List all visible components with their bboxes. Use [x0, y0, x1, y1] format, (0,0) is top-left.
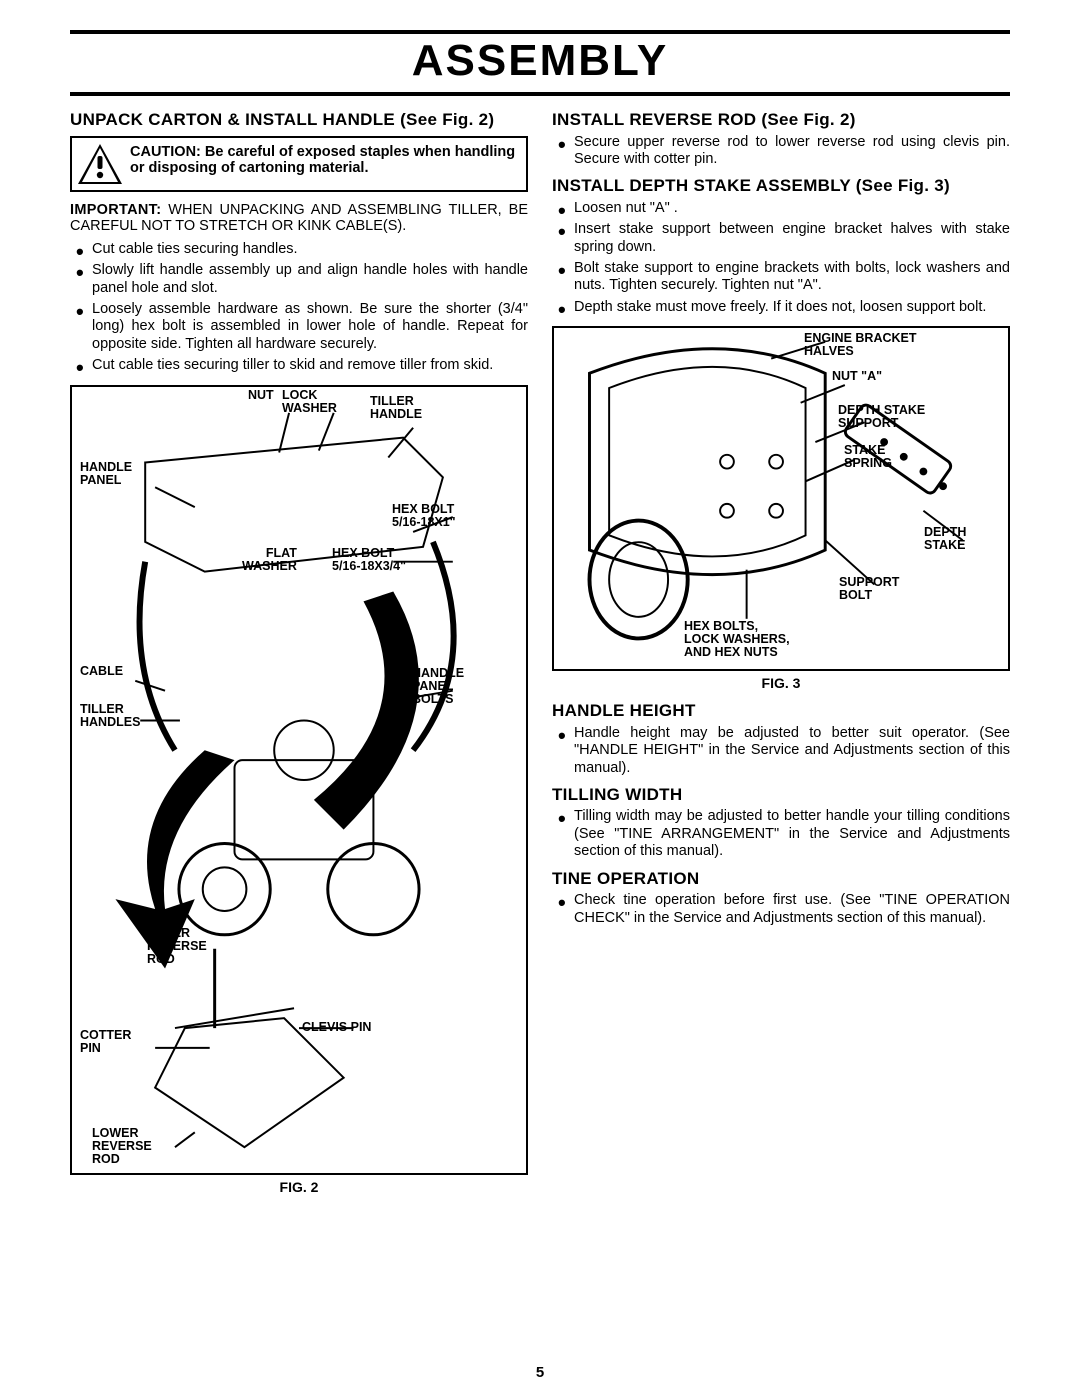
heading-handle-height: HANDLE HEIGHT: [552, 701, 1010, 721]
fig3-label: SUPPORT BOLT: [839, 576, 899, 602]
fig2-label: HEX BOLT 5/16-18X3/4": [332, 547, 406, 573]
heading-depth-stake: INSTALL DEPTH STAKE ASSEMBLY (See Fig. 3…: [552, 176, 1010, 196]
fig3-label: NUT "A": [832, 370, 882, 383]
right-column: INSTALL REVERSE ROD (See Fig. 2) Secure …: [552, 110, 1010, 1195]
caution-text: CAUTION: Be careful of exposed staples w…: [128, 138, 526, 190]
caution-box: CAUTION: Be careful of exposed staples w…: [70, 136, 528, 192]
list-item: Secure upper reverse rod to lower revers…: [552, 134, 1010, 169]
fig2-label: NUT: [248, 389, 274, 402]
fig2-label: HANDLE PANEL BOLTS: [412, 667, 464, 706]
fig2-label: CABLE: [80, 665, 123, 678]
fig2-label: COTTER PIN: [80, 1029, 131, 1055]
two-column-layout: UNPACK CARTON & INSTALL HANDLE (See Fig.…: [70, 110, 1010, 1195]
list-item: Tilling width may be adjusted to better …: [552, 808, 1010, 860]
list-item: Insert stake support between engine brac…: [552, 221, 1010, 256]
list-item: Depth stake must move freely. If it does…: [552, 299, 1010, 316]
tine-operation-steps: Check tine operation before first use. (…: [552, 892, 1010, 927]
fig2-label: UPPER REVERSE ROD: [147, 927, 207, 966]
reverse-rod-steps: Secure upper reverse rod to lower revers…: [552, 134, 1010, 169]
heading-unpack: UNPACK CARTON & INSTALL HANDLE (See Fig.…: [70, 110, 528, 130]
fig3-caption: FIG. 3: [552, 675, 1010, 691]
fig3-label: STAKE SPRING: [844, 444, 892, 470]
figure-3-svg: [560, 334, 1002, 663]
page-number: 5: [0, 1364, 1080, 1381]
depth-stake-steps: Loosen nut "A" . Insert stake support be…: [552, 200, 1010, 316]
fig3-label: DEPTH STAKE SUPPORT: [838, 404, 925, 430]
list-item: Check tine operation before first use. (…: [552, 892, 1010, 927]
fig2-label: TILLER HANDLE: [370, 395, 422, 421]
heading-reverse-rod: INSTALL REVERSE ROD (See Fig. 2): [552, 110, 1010, 130]
list-item: Handle height may be adjusted to better …: [552, 725, 1010, 777]
fig3-label: ENGINE BRACKET HALVES: [804, 332, 917, 358]
fig2-label: HANDLE PANEL: [80, 461, 132, 487]
fig2-label: TILLER HANDLES: [80, 703, 140, 729]
list-item: Slowly lift handle assembly up and align…: [70, 262, 528, 297]
important-lead: IMPORTANT:: [70, 202, 161, 218]
unpack-steps: Cut cable ties securing handles. Slowly …: [70, 241, 528, 375]
list-item: Cut cable ties securing handles.: [70, 241, 528, 258]
important-note: IMPORTANT: WHEN UNPACKING AND ASSEMBLING…: [70, 202, 528, 235]
list-item: Loosely assemble hardware as shown. Be s…: [70, 301, 528, 353]
heading-tilling-width: TILLING WIDTH: [552, 785, 1010, 805]
fig2-label: HEX BOLT 5/16-18X1": [392, 503, 456, 529]
list-item: Bolt stake support to engine brackets wi…: [552, 260, 1010, 295]
handle-height-steps: Handle height may be adjusted to better …: [552, 725, 1010, 777]
fig2-label: FLAT WASHER: [242, 547, 297, 573]
fig2-label: LOCK WASHER: [282, 389, 337, 415]
fig3-label: HEX BOLTS, LOCK WASHERS, AND HEX NUTS: [684, 620, 790, 659]
heading-tine-operation: TINE OPERATION: [552, 869, 1010, 889]
fig3-label: DEPTH STAKE: [924, 526, 966, 552]
left-column: UNPACK CARTON & INSTALL HANDLE (See Fig.…: [70, 110, 528, 1195]
fig2-caption: FIG. 2: [70, 1179, 528, 1195]
fig2-label: CLEVIS PIN: [302, 1021, 371, 1034]
page-title: ASSEMBLY: [70, 36, 1010, 86]
figure-2: NUT LOCK WASHER TILLER HANDLE HANDLE PAN…: [70, 385, 528, 1175]
tilling-width-steps: Tilling width may be adjusted to better …: [552, 808, 1010, 860]
title-bar: ASSEMBLY: [70, 30, 1010, 96]
figure-3: ENGINE BRACKET HALVES NUT "A" DEPTH STAK…: [552, 326, 1010, 671]
list-item: Loosen nut "A" .: [552, 200, 1010, 217]
list-item: Cut cable ties securing tiller to skid a…: [70, 357, 528, 374]
warning-icon: [72, 138, 128, 190]
fig2-label: LOWER REVERSE ROD: [92, 1127, 152, 1166]
